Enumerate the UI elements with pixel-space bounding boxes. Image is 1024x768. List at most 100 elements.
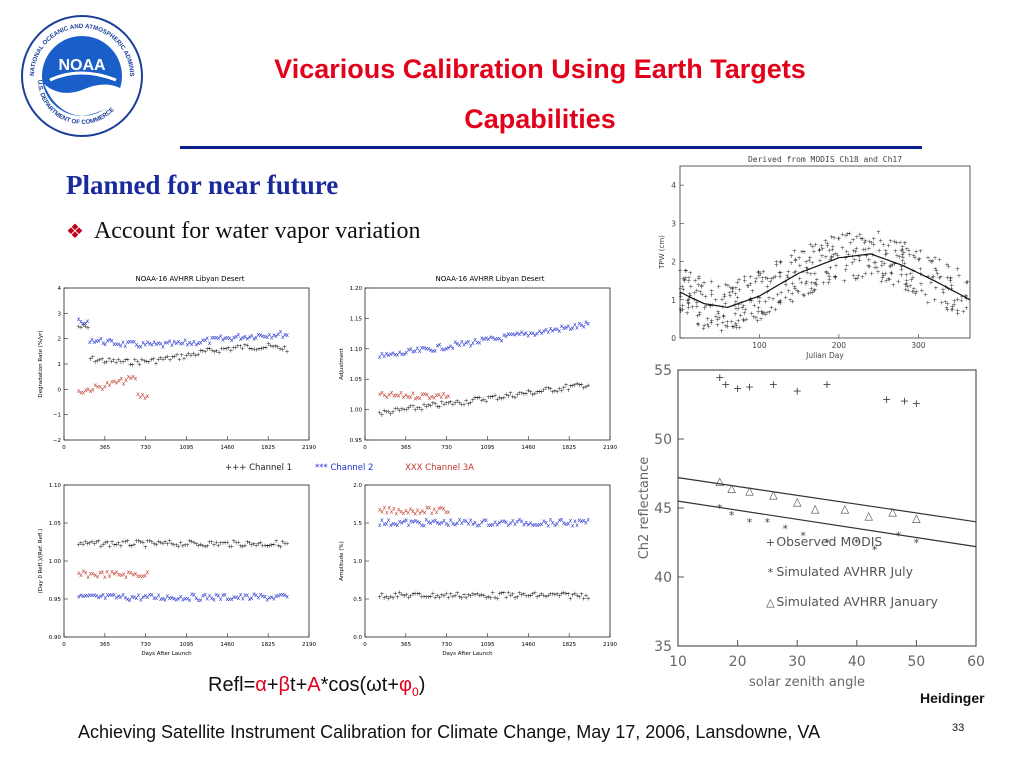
data-point: + xyxy=(918,248,923,255)
data-point: + xyxy=(107,356,112,363)
data-point: x xyxy=(138,573,142,580)
data-point: + xyxy=(943,299,948,306)
data-point: + xyxy=(444,400,449,407)
x-tick-label: 1095 xyxy=(481,445,495,451)
data-point: + xyxy=(788,297,793,304)
data-point: + xyxy=(793,258,798,265)
data-point: + xyxy=(715,371,724,384)
data-point: x xyxy=(513,332,517,339)
data-point: + xyxy=(701,325,706,332)
data-point: x xyxy=(90,592,94,599)
data-point: + xyxy=(231,345,236,352)
data-point: + xyxy=(857,258,862,265)
data-point: + xyxy=(820,246,825,253)
data-point: x xyxy=(146,393,150,400)
data-point: + xyxy=(831,252,836,259)
data-point: + xyxy=(799,279,804,286)
data-point: + xyxy=(743,306,748,313)
data-point: + xyxy=(539,591,544,598)
data-point: + xyxy=(790,298,795,305)
data-point: x xyxy=(558,517,562,524)
data-point: x xyxy=(540,521,544,528)
figure-top-title-left: NOAA-16 AVHRR Libyan Desert xyxy=(136,275,245,283)
data-point: + xyxy=(379,591,384,598)
data-point: x xyxy=(491,521,495,528)
data-point: x xyxy=(203,591,207,598)
data-point: x xyxy=(562,520,566,527)
data-point: + xyxy=(231,538,236,545)
data-point: x xyxy=(440,346,444,353)
data-point: + xyxy=(563,382,568,389)
data-point: x xyxy=(112,378,116,385)
data-point: x xyxy=(380,517,384,524)
data-point: + xyxy=(686,297,691,304)
data-point: + xyxy=(700,291,705,298)
chart-background xyxy=(632,362,984,692)
data-point: + xyxy=(739,300,744,307)
data-point: x xyxy=(201,593,205,600)
data-point: + xyxy=(517,590,522,597)
data-point: x xyxy=(115,595,119,602)
data-point: + xyxy=(830,244,835,251)
data-point: + xyxy=(95,357,100,364)
data-point: + xyxy=(705,321,710,328)
data-point: x xyxy=(92,592,96,599)
data-point: x xyxy=(95,338,99,345)
data-point: + xyxy=(550,389,555,396)
data-point: + xyxy=(501,590,506,597)
data-point: + xyxy=(552,388,557,395)
data-point: x xyxy=(86,592,90,599)
data-point: + xyxy=(121,538,126,545)
data-point: + xyxy=(461,401,466,408)
data-point: + xyxy=(765,284,770,291)
data-point: x xyxy=(449,343,453,350)
data-point: x xyxy=(416,345,420,352)
data-point: x xyxy=(535,330,539,337)
data-point: x xyxy=(121,339,125,346)
data-point: + xyxy=(430,590,435,597)
data-point: + xyxy=(481,397,486,404)
data-point: x xyxy=(464,518,468,525)
data-point: x xyxy=(385,351,389,358)
data-point: + xyxy=(753,279,758,286)
data-point: + xyxy=(130,362,135,369)
y-tick-label: 3 xyxy=(671,219,676,228)
data-point: x xyxy=(157,592,161,599)
data-point: x xyxy=(179,340,183,347)
data-point: + xyxy=(559,388,564,395)
data-point: x xyxy=(155,341,159,348)
y-tick-label: 40 xyxy=(654,570,672,586)
data-point: + xyxy=(680,307,685,314)
data-point: x xyxy=(245,336,249,343)
data-point: + xyxy=(194,541,199,548)
data-point: + xyxy=(165,541,170,548)
data-point: + xyxy=(273,343,278,350)
data-point: + xyxy=(811,288,816,295)
y-tick-label: 3 xyxy=(58,311,62,317)
data-point: x xyxy=(136,573,140,580)
data-point: + xyxy=(863,238,868,245)
data-point: + xyxy=(737,277,742,284)
data-point: + xyxy=(808,289,813,296)
data-point: x xyxy=(431,518,435,525)
data-point: x xyxy=(143,592,147,599)
data-point: + xyxy=(191,351,196,358)
data-point: x xyxy=(551,519,555,526)
data-point: + xyxy=(501,395,506,402)
data-point: + xyxy=(207,539,212,546)
data-point: + xyxy=(459,401,464,408)
data-point: + xyxy=(889,271,894,278)
data-point: + xyxy=(873,260,878,267)
data-point: + xyxy=(524,593,529,600)
y-tick-label: 1.00 xyxy=(350,408,363,414)
data-point: x xyxy=(194,342,198,349)
data-point: + xyxy=(804,259,809,266)
data-point: + xyxy=(238,543,243,550)
data-point: + xyxy=(809,286,814,293)
data-point: + xyxy=(910,289,915,296)
data-point: x xyxy=(130,593,134,600)
data-point: + xyxy=(386,408,391,415)
data-point: + xyxy=(911,288,916,295)
data-point: x xyxy=(520,518,524,525)
data-point: + xyxy=(205,543,210,550)
